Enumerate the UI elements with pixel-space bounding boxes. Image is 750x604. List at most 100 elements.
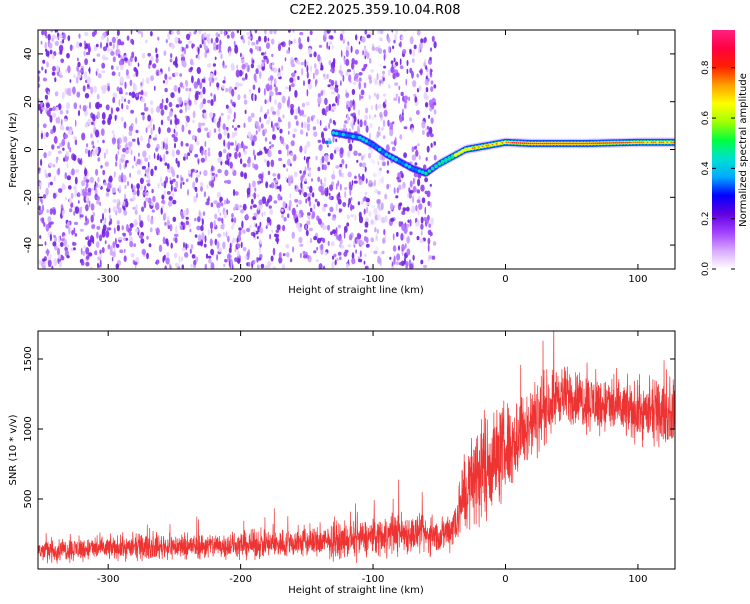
spectrogram-noise-blob [192,110,196,119]
spectrogram-noise-blob [306,89,309,97]
spectrogram-noise-blob [305,101,310,106]
spectrogram-noise-blob [120,155,125,159]
spectrogram-noise-blob [248,248,250,257]
spectrogram-noise-blob [103,182,108,186]
spectrogram-noise-blob [191,254,196,259]
spectrogram-noise-blob [418,155,421,160]
snr-frame [37,330,676,570]
spectrogram-noise-blob [329,206,334,213]
spectrogram-noise-blob [323,203,328,208]
spectrogram-noise-blob [390,66,395,74]
spectrogram-noise-blob [125,160,127,168]
spectrogram-noise-blob [347,106,351,112]
spectrogram-noise-blob [431,255,436,260]
spectrogram-noise-blob [122,201,126,207]
spectrogram-noise-blob [232,189,236,197]
spectrogram-noise-blob [130,38,134,44]
spectrogram-noise-blob [156,228,160,233]
spectrogram-noise-blob [156,106,161,113]
spectrogram-noise-blob [379,63,383,67]
spectrogram-noise-blob [112,43,116,50]
spectrogram-noise-blob [411,127,414,133]
spectrogram-noise-blob [255,39,259,45]
spectrogram-noise-blob [203,36,207,41]
spectrogram-noise-blob [125,104,129,110]
spectrogram-noise-blob [320,90,324,96]
spectrogram-noise-blob [382,135,386,140]
spectrogram-noise-blob [373,92,377,97]
spectrogram-noise-blob [356,238,361,244]
spectrogram-noise-blob [120,55,123,60]
spectrogram-noise-blob [163,190,166,197]
spectrogram-noise-blob [337,198,342,205]
spectrogram-noise-blob [255,130,258,135]
spectrogram-noise-blob [342,202,347,207]
spectrogram-noise-blob [85,179,90,183]
spectrogram-noise-blob [389,129,394,137]
spectrogram-noise-blob [433,109,437,115]
spectrogram-noise-blob [189,87,192,92]
spectrogram-noise-blob [299,170,302,174]
spectrogram-noise-blob [254,164,259,171]
spectrogram-noise-blob [393,187,396,194]
spectrogram-noise-blob [275,237,280,242]
spectrogram-noise-blob [419,238,424,243]
spectrogram-noise-blob [207,147,211,152]
spectrogram-noise-blob [427,243,430,252]
spectrogram-noise-blob [59,50,63,55]
spectrogram-noise-blob [201,218,204,226]
spectrogram-noise-blob [249,48,253,53]
spectrogram-noise-blob [171,192,175,197]
spectrogram-noise-blob [52,35,58,40]
spectrogram-noise-blob [167,225,171,230]
spectrogram-noise-blob [375,246,379,253]
spectrogram-noise-blob [335,84,339,88]
spectrogram-noise-blob [196,66,201,75]
spectrogram-noise-blob [202,86,206,95]
spectrogram-noise-blob [144,106,149,112]
spectrogram-noise-blob [298,236,303,244]
spectrogram-noise-blob [84,92,90,99]
spectrogram-noise-blob [288,178,292,187]
spectrogram-noise-blob [267,77,271,82]
spectrogram-noise-blob [169,58,173,63]
spectrogram-noise-blob [423,264,428,269]
spectrogram-noise-blob [193,259,197,266]
spectrogram-noise-blob [49,233,53,242]
spectrogram-noise-blob [289,77,294,83]
spectrogram-noise-blob [155,147,159,152]
spectrogram-noise-blob [271,134,277,140]
spectrogram-noise-blob [164,73,168,80]
spectrogram-noise-blob [193,31,197,35]
spectrogram-noise-blob [116,65,120,71]
spectrogram-noise-blob [211,176,214,181]
spectrogram-noise-blob [164,87,168,93]
spectrogram-noise-blob [297,75,300,81]
spectrogram-noise-blob [288,39,291,47]
spectrogram-noise-blob [383,65,387,69]
spectrogram-noise-blob [334,259,337,266]
spectrogram-noise-blob [124,81,127,90]
signal-core [391,156,395,160]
spectrogram-noise-blob [259,71,262,79]
spectrogram-noise-blob [250,63,255,69]
spectrogram-noise-blob [102,139,105,144]
spectrogram-noise-blob [389,122,394,130]
spectrogram-noise-blob [194,186,198,193]
spectrogram-noise-blob [307,116,311,123]
spectrogram-noise-blob [378,168,380,177]
spectrogram-noise-blob [291,207,296,216]
spectrogram-noise-blob [102,212,104,221]
spectrogram-noise-blob [313,236,318,241]
spectrogram-noise-blob [170,184,173,192]
spectrogram-noise-blob [149,121,152,128]
spectrogram-noise-blob [333,30,337,34]
spectrogram-noise-blob [325,125,328,129]
spectrogram-noise-blob [104,161,110,167]
spectrogram-noise-blob [210,262,215,269]
spectrogram-noise-blob [261,212,264,217]
spectrogram-x-tick-label: -100 [362,274,385,285]
spectrogram-noise-blob [107,47,110,53]
snr-x-tick-label: 100 [628,574,647,585]
spectrogram-noise-blob [135,117,138,125]
